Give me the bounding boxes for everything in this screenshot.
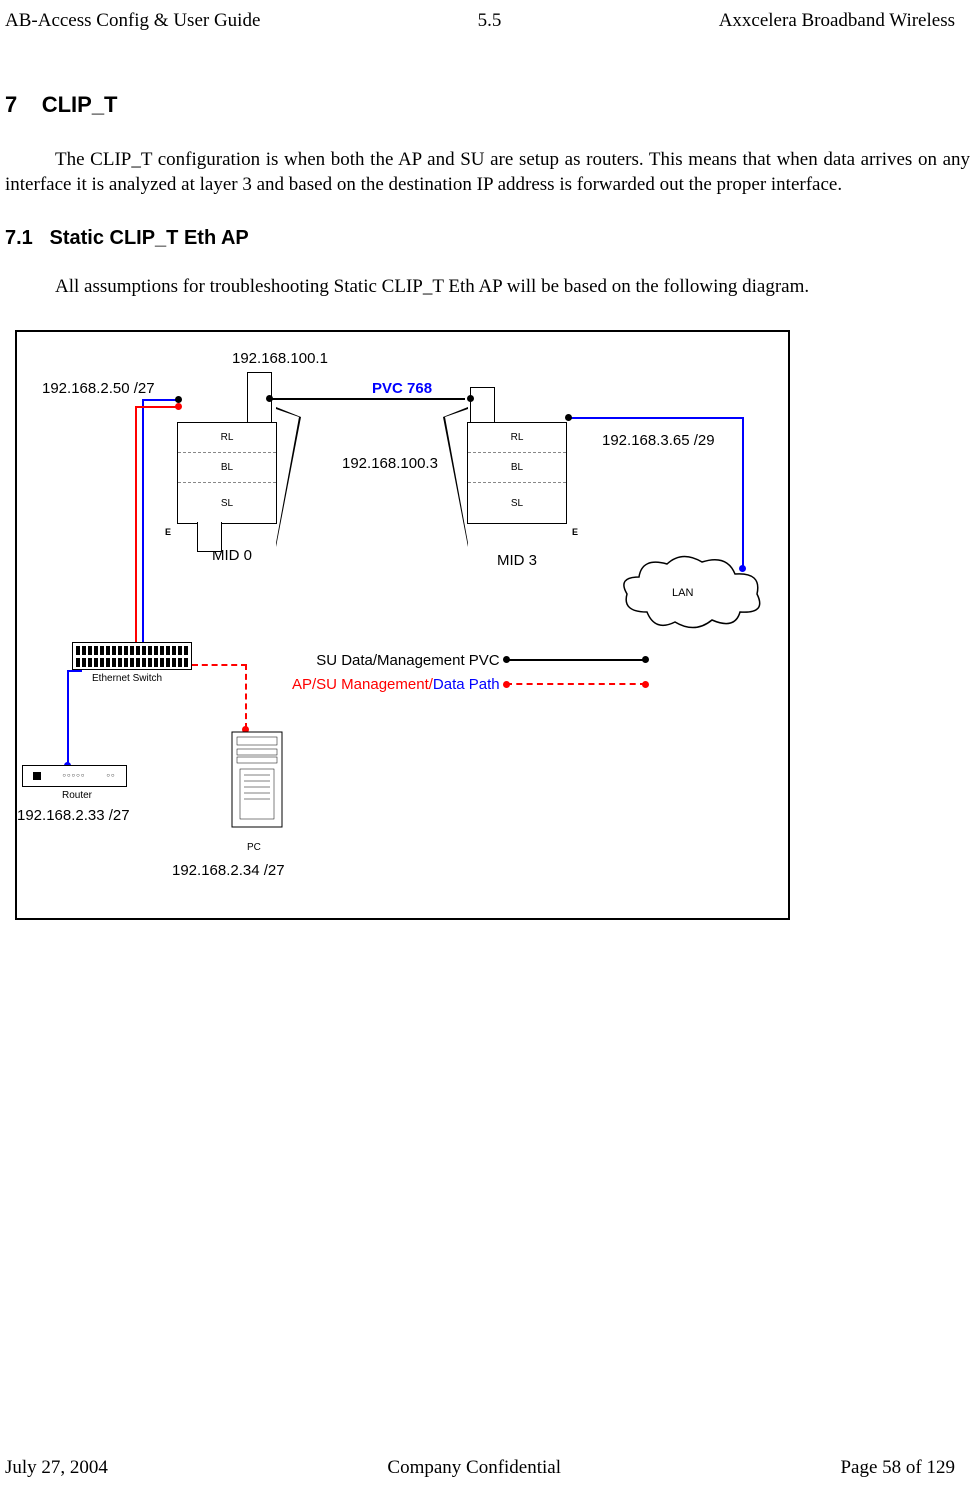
legend-line-solid	[506, 659, 646, 661]
paragraph-1: The CLIP_T configuration is when both th…	[5, 148, 970, 197]
section-num: 7	[5, 92, 17, 117]
page-header: AB-Access Config & User Guide 5.5 Axxcel…	[0, 0, 975, 32]
ap-layer-bl: BL	[178, 453, 276, 483]
router-ip-label: 192.168.2.33 /27	[17, 807, 130, 824]
header-left: AB-Access Config & User Guide	[5, 10, 260, 32]
diagram-legend: SU Data/Management PVC AP/SU Management/…	[292, 648, 646, 696]
su-layer-rl: RL	[468, 423, 566, 453]
mgmt-v1	[135, 406, 137, 652]
footer-left: July 27, 2004	[5, 1457, 108, 1479]
su-tab	[470, 387, 495, 422]
su-mid-label: MID 3	[497, 552, 537, 569]
ap-e-label: E	[165, 527, 171, 537]
legend-2a-label: AP/SU Management/	[292, 676, 433, 693]
legend-1-label: SU Data/Management PVC	[316, 652, 499, 669]
pvc-label: PVC 768	[372, 380, 432, 397]
network-diagram: 192.168.100.1 192.168.2.50 /27 PVC 768 1…	[15, 330, 790, 920]
legend-line-dashed	[506, 683, 646, 685]
ap-radio-box: RL BL SL	[177, 422, 277, 524]
ap-eth-h	[142, 399, 177, 401]
router-icon: ○○○○○○○	[22, 765, 127, 787]
su-antenna-icon	[443, 407, 468, 547]
lan-label: LAN	[672, 587, 693, 599]
su-layer-bl: BL	[468, 453, 566, 483]
header-center: 5.5	[478, 10, 502, 32]
ethernet-switch-icon	[72, 642, 192, 670]
switch-router-v	[67, 670, 69, 765]
section-title: CLIP_T	[42, 92, 118, 117]
mgmt-dot-top	[175, 403, 182, 410]
su-lan-v	[742, 417, 744, 567]
pvc-dot-right	[467, 395, 474, 402]
ap-layer-sl: SL	[178, 483, 276, 523]
legend-2b-label: Data Path	[433, 676, 500, 693]
su-radio-box: RL BL SL	[467, 422, 567, 524]
ap-bottom-tab	[197, 522, 222, 552]
subsection-heading: 7.1 Static CLIP_T Eth AP	[5, 227, 975, 250]
page-footer: July 27, 2004 Company Confidential Page …	[5, 1457, 955, 1479]
su-eth-dot	[565, 414, 572, 421]
su-rl-ip-label: 192.168.100.3	[342, 455, 438, 472]
ap-antenna-icon	[276, 407, 301, 547]
mgmt-h1	[135, 406, 177, 408]
pvc-dot-left	[266, 395, 273, 402]
mgmt-dash-h	[192, 664, 247, 666]
pc-icon	[222, 727, 292, 837]
pc-label: PC	[247, 842, 261, 853]
mgmt-dash-v	[245, 664, 247, 729]
su-lan-h	[569, 417, 744, 419]
ap-eth-dot	[175, 396, 182, 403]
paragraph-2: All assumptions for troubleshooting Stat…	[5, 275, 970, 300]
footer-right: Page 58 of 129	[840, 1457, 955, 1479]
header-right: Axxcelera Broadband Wireless	[719, 10, 955, 32]
subsection-title: Static CLIP_T Eth AP	[49, 227, 248, 249]
ap-eth-v	[142, 399, 144, 647]
pvc-link-line	[270, 398, 465, 400]
subsection-num: 7.1	[5, 227, 33, 249]
ap-top-ip-label: 192.168.100.1	[232, 350, 328, 367]
ap-layer-rl: RL	[178, 423, 276, 453]
section-heading: 7 CLIP_T	[5, 92, 975, 118]
footer-center: Company Confidential	[387, 1457, 561, 1479]
ethernet-switch-label: Ethernet Switch	[92, 673, 162, 684]
router-label: Router	[62, 790, 92, 801]
pc-ip-label: 192.168.2.34 /27	[172, 862, 285, 879]
su-layer-sl: SL	[468, 483, 566, 523]
su-eth-ip-label: 192.168.3.65 /29	[602, 432, 715, 449]
ap-eth-ip-label: 192.168.2.50 /27	[42, 380, 155, 397]
su-e-label: E	[572, 527, 578, 537]
switch-router-h	[67, 670, 82, 672]
